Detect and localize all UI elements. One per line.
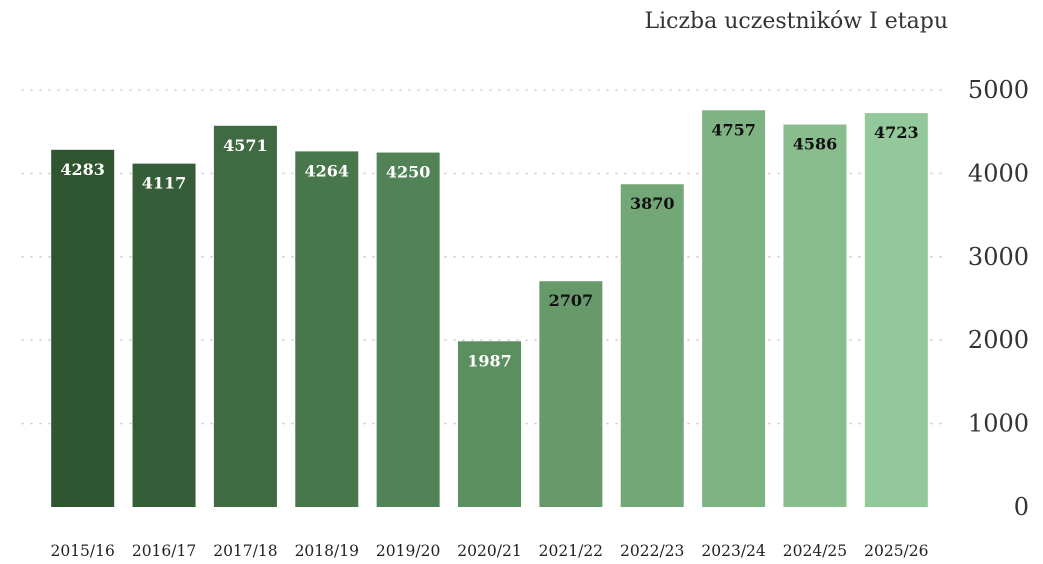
bar [51,149,115,508]
bar [702,110,766,507]
data-label: 1987 [467,351,512,370]
y-tick-label: 3000 [968,243,1029,271]
data-label: 4757 [711,120,756,139]
x-tick-label: 2025/26 [864,542,928,560]
y-tick-label: 1000 [968,410,1029,438]
bar [539,281,603,507]
data-labels: 4283 4117 4571 4264 4250 1987 2707 3870 4757 4586… [60,120,918,370]
x-tick-label: 2022/23 [620,542,684,560]
data-label: 4117 [142,174,187,193]
data-label: 4264 [305,161,350,180]
x-tick-label: 2018/19 [295,542,359,560]
x-tick-label: 2015/16 [50,542,114,560]
data-label: 4723 [874,123,919,142]
y-tick-label: 0 [1014,493,1029,521]
x-tick-label: 2020/21 [457,542,521,560]
y-tick-label: 5000 [968,76,1029,104]
data-label: 4283 [60,160,105,179]
y-axis-ticks: 0 1000 2000 3000 4000 5000 [968,76,1029,521]
y-tick-label: 4000 [968,159,1029,187]
data-label: 2707 [549,291,594,310]
data-label: 4250 [386,163,431,182]
x-tick-label: 2016/17 [132,542,196,560]
data-label: 4586 [793,135,838,154]
bars [51,110,928,508]
y-tick-label: 2000 [968,326,1029,354]
bar [132,163,196,507]
bar [376,152,440,508]
bar [213,125,277,508]
data-label: 3870 [630,194,675,213]
x-tick-label: 2024/25 [783,542,847,560]
chart-title: Liczba uczestników I etapu [645,9,949,34]
x-tick-label: 2019/20 [376,542,440,560]
bar [295,151,359,508]
bar [620,184,684,507]
bar [864,113,928,507]
bar [458,341,521,507]
x-tick-label: 2017/18 [213,542,277,560]
bar [783,124,847,508]
x-axis-ticks: 2015/16 2016/17 2017/18 2018/19 2019/20 2020/… [50,542,928,560]
data-label: 4571 [223,136,268,155]
x-tick-label: 2021/22 [539,542,603,560]
x-tick-label: 2023/24 [701,542,766,560]
